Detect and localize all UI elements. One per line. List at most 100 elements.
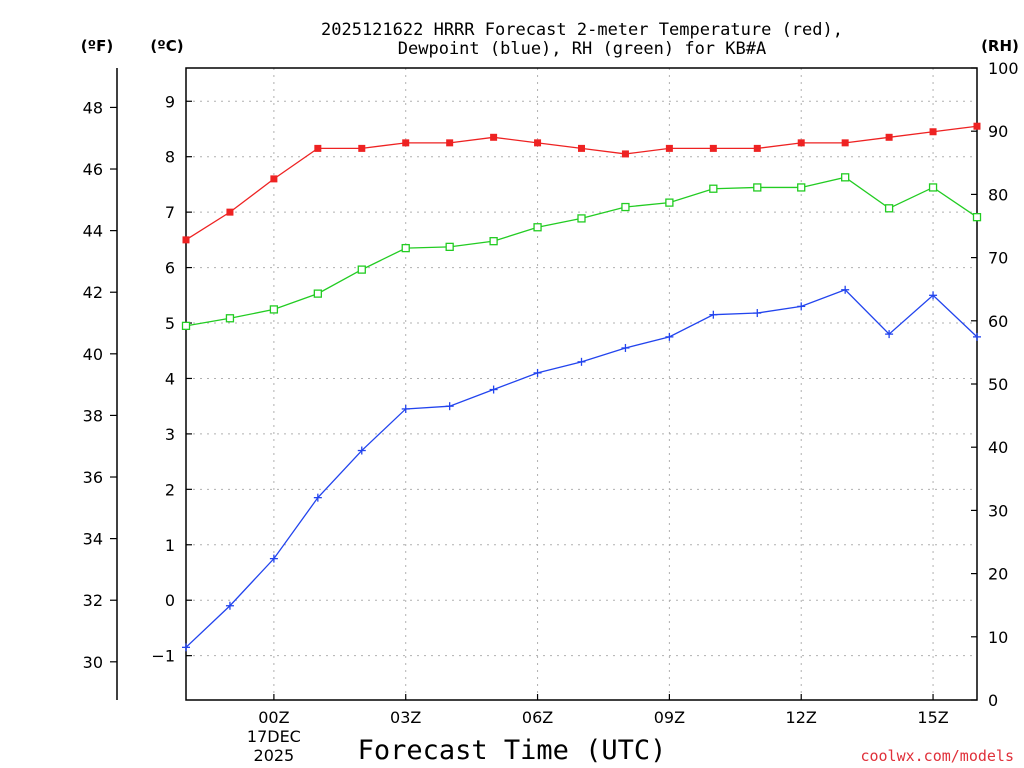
fahrenheit-tick-label: 44 xyxy=(83,222,103,241)
data-point-marker xyxy=(841,173,850,182)
series-dewpoint xyxy=(182,285,981,652)
data-point-marker xyxy=(841,139,849,147)
data-point-marker xyxy=(973,122,981,130)
rh-tick-label: 40 xyxy=(988,438,1008,457)
rh-tick-label: 90 xyxy=(988,122,1008,141)
data-point-marker xyxy=(753,309,762,318)
data-point-marker xyxy=(313,289,322,298)
x-tick-sublabel: 17DEC xyxy=(247,727,301,746)
celsius-unit-label: (ºC) xyxy=(150,37,183,55)
fahrenheit-tick-label: 48 xyxy=(83,98,103,117)
data-point-marker xyxy=(621,343,630,352)
data-point-marker xyxy=(885,330,894,339)
x-tick-label: 06Z xyxy=(522,708,553,727)
fahrenheit-tick-label: 34 xyxy=(83,530,103,549)
data-point-marker xyxy=(929,291,938,300)
data-point-marker xyxy=(225,314,235,323)
x-tick-label: 03Z xyxy=(390,708,421,727)
data-point-marker xyxy=(753,183,762,192)
series-line xyxy=(185,288,978,648)
series-rh xyxy=(181,173,982,331)
celsius-tick-label: 0 xyxy=(165,591,175,610)
rh-unit-label: (RH) xyxy=(981,37,1019,55)
data-point-marker xyxy=(797,183,806,192)
fahrenheit-tick-label: 42 xyxy=(83,283,103,302)
data-point-marker xyxy=(841,285,850,294)
data-point-marker xyxy=(665,332,674,341)
fahrenheit-tick-label: 40 xyxy=(83,345,103,364)
rh-tick-label: 0 xyxy=(988,691,998,710)
chart-title-line-1: 2025121622 HRRR Forecast 2-meter Tempera… xyxy=(321,20,843,40)
x-axis-title: Forecast Time (UTC) xyxy=(358,735,667,766)
celsius-tick-label: 7 xyxy=(165,203,175,222)
data-point-marker xyxy=(314,144,322,152)
rh-tick-label: 30 xyxy=(988,501,1008,520)
data-point-marker xyxy=(182,643,190,652)
rh-tick-label: 80 xyxy=(988,185,1008,204)
data-point-marker xyxy=(225,601,234,610)
data-point-marker xyxy=(182,236,190,244)
data-point-marker xyxy=(972,213,982,222)
fahrenheit-tick-label: 30 xyxy=(83,653,103,672)
data-point-marker xyxy=(885,133,893,141)
fahrenheit-tick-label: 32 xyxy=(83,591,103,610)
fahrenheit-tick-label: 36 xyxy=(83,468,103,487)
data-point-marker xyxy=(269,554,278,563)
x-tick-label: 15Z xyxy=(917,708,948,727)
data-point-marker xyxy=(578,144,585,152)
data-point-marker xyxy=(928,183,938,192)
data-point-marker xyxy=(665,198,674,207)
celsius-tick-label: 3 xyxy=(165,425,175,444)
celsius-tick-label: −1 xyxy=(151,647,175,666)
celsius-tick-label: 4 xyxy=(165,369,175,388)
data-point-marker xyxy=(445,402,454,411)
data-point-marker xyxy=(973,332,981,341)
plot-frame xyxy=(185,67,978,701)
data-point-marker xyxy=(884,204,894,213)
data-point-marker xyxy=(446,139,454,147)
data-point-marker xyxy=(533,368,542,377)
x-tick-label: 09Z xyxy=(654,708,685,727)
data-point-marker xyxy=(269,305,279,314)
celsius-tick-label: 6 xyxy=(165,259,175,278)
data-point-marker xyxy=(577,357,586,366)
data-point-marker xyxy=(445,242,454,252)
data-point-marker xyxy=(490,133,498,141)
data-point-marker xyxy=(797,139,805,147)
data-point-marker xyxy=(709,144,717,152)
celsius-tick-label: 5 xyxy=(165,314,175,333)
celsius-tick-label: 9 xyxy=(165,92,175,111)
x-tick-label: 12Z xyxy=(786,708,817,727)
data-point-marker xyxy=(313,493,322,502)
celsius-tick-label: 2 xyxy=(165,480,175,499)
series-2-meter-temperature xyxy=(182,122,981,244)
rh-tick-label: 10 xyxy=(988,628,1008,647)
data-point-marker xyxy=(401,243,410,253)
data-point-marker xyxy=(753,144,761,152)
data-point-marker xyxy=(402,139,410,147)
rh-tick-label: 60 xyxy=(988,312,1008,331)
fahrenheit-unit-label: (ºF) xyxy=(81,37,113,55)
data-point-marker xyxy=(621,202,630,212)
rh-tick-label: 20 xyxy=(988,565,1008,584)
series-line xyxy=(185,125,978,241)
credit-link[interactable]: coolwx.com/models xyxy=(860,747,1014,765)
chart-title-line-2: Dewpoint (blue), RH (green) for KB#A xyxy=(398,39,766,59)
x-tick-sublabel: 2025 xyxy=(254,746,295,765)
data-point-marker xyxy=(797,302,806,311)
data-point-marker xyxy=(577,214,586,223)
data-point-marker xyxy=(358,144,366,152)
rh-tick-label: 100 xyxy=(988,59,1019,78)
data-point-marker xyxy=(709,310,718,319)
data-point-marker xyxy=(534,139,542,147)
data-point-marker xyxy=(357,446,366,455)
data-point-marker xyxy=(226,208,234,216)
celsius-tick-label: 1 xyxy=(165,536,175,555)
x-tick-label: 00Z xyxy=(258,708,289,727)
data-point-marker xyxy=(270,175,278,183)
data-point-marker xyxy=(357,265,366,274)
data-point-marker xyxy=(709,184,718,193)
data-point-marker xyxy=(665,144,673,152)
data-point-marker xyxy=(489,385,498,394)
